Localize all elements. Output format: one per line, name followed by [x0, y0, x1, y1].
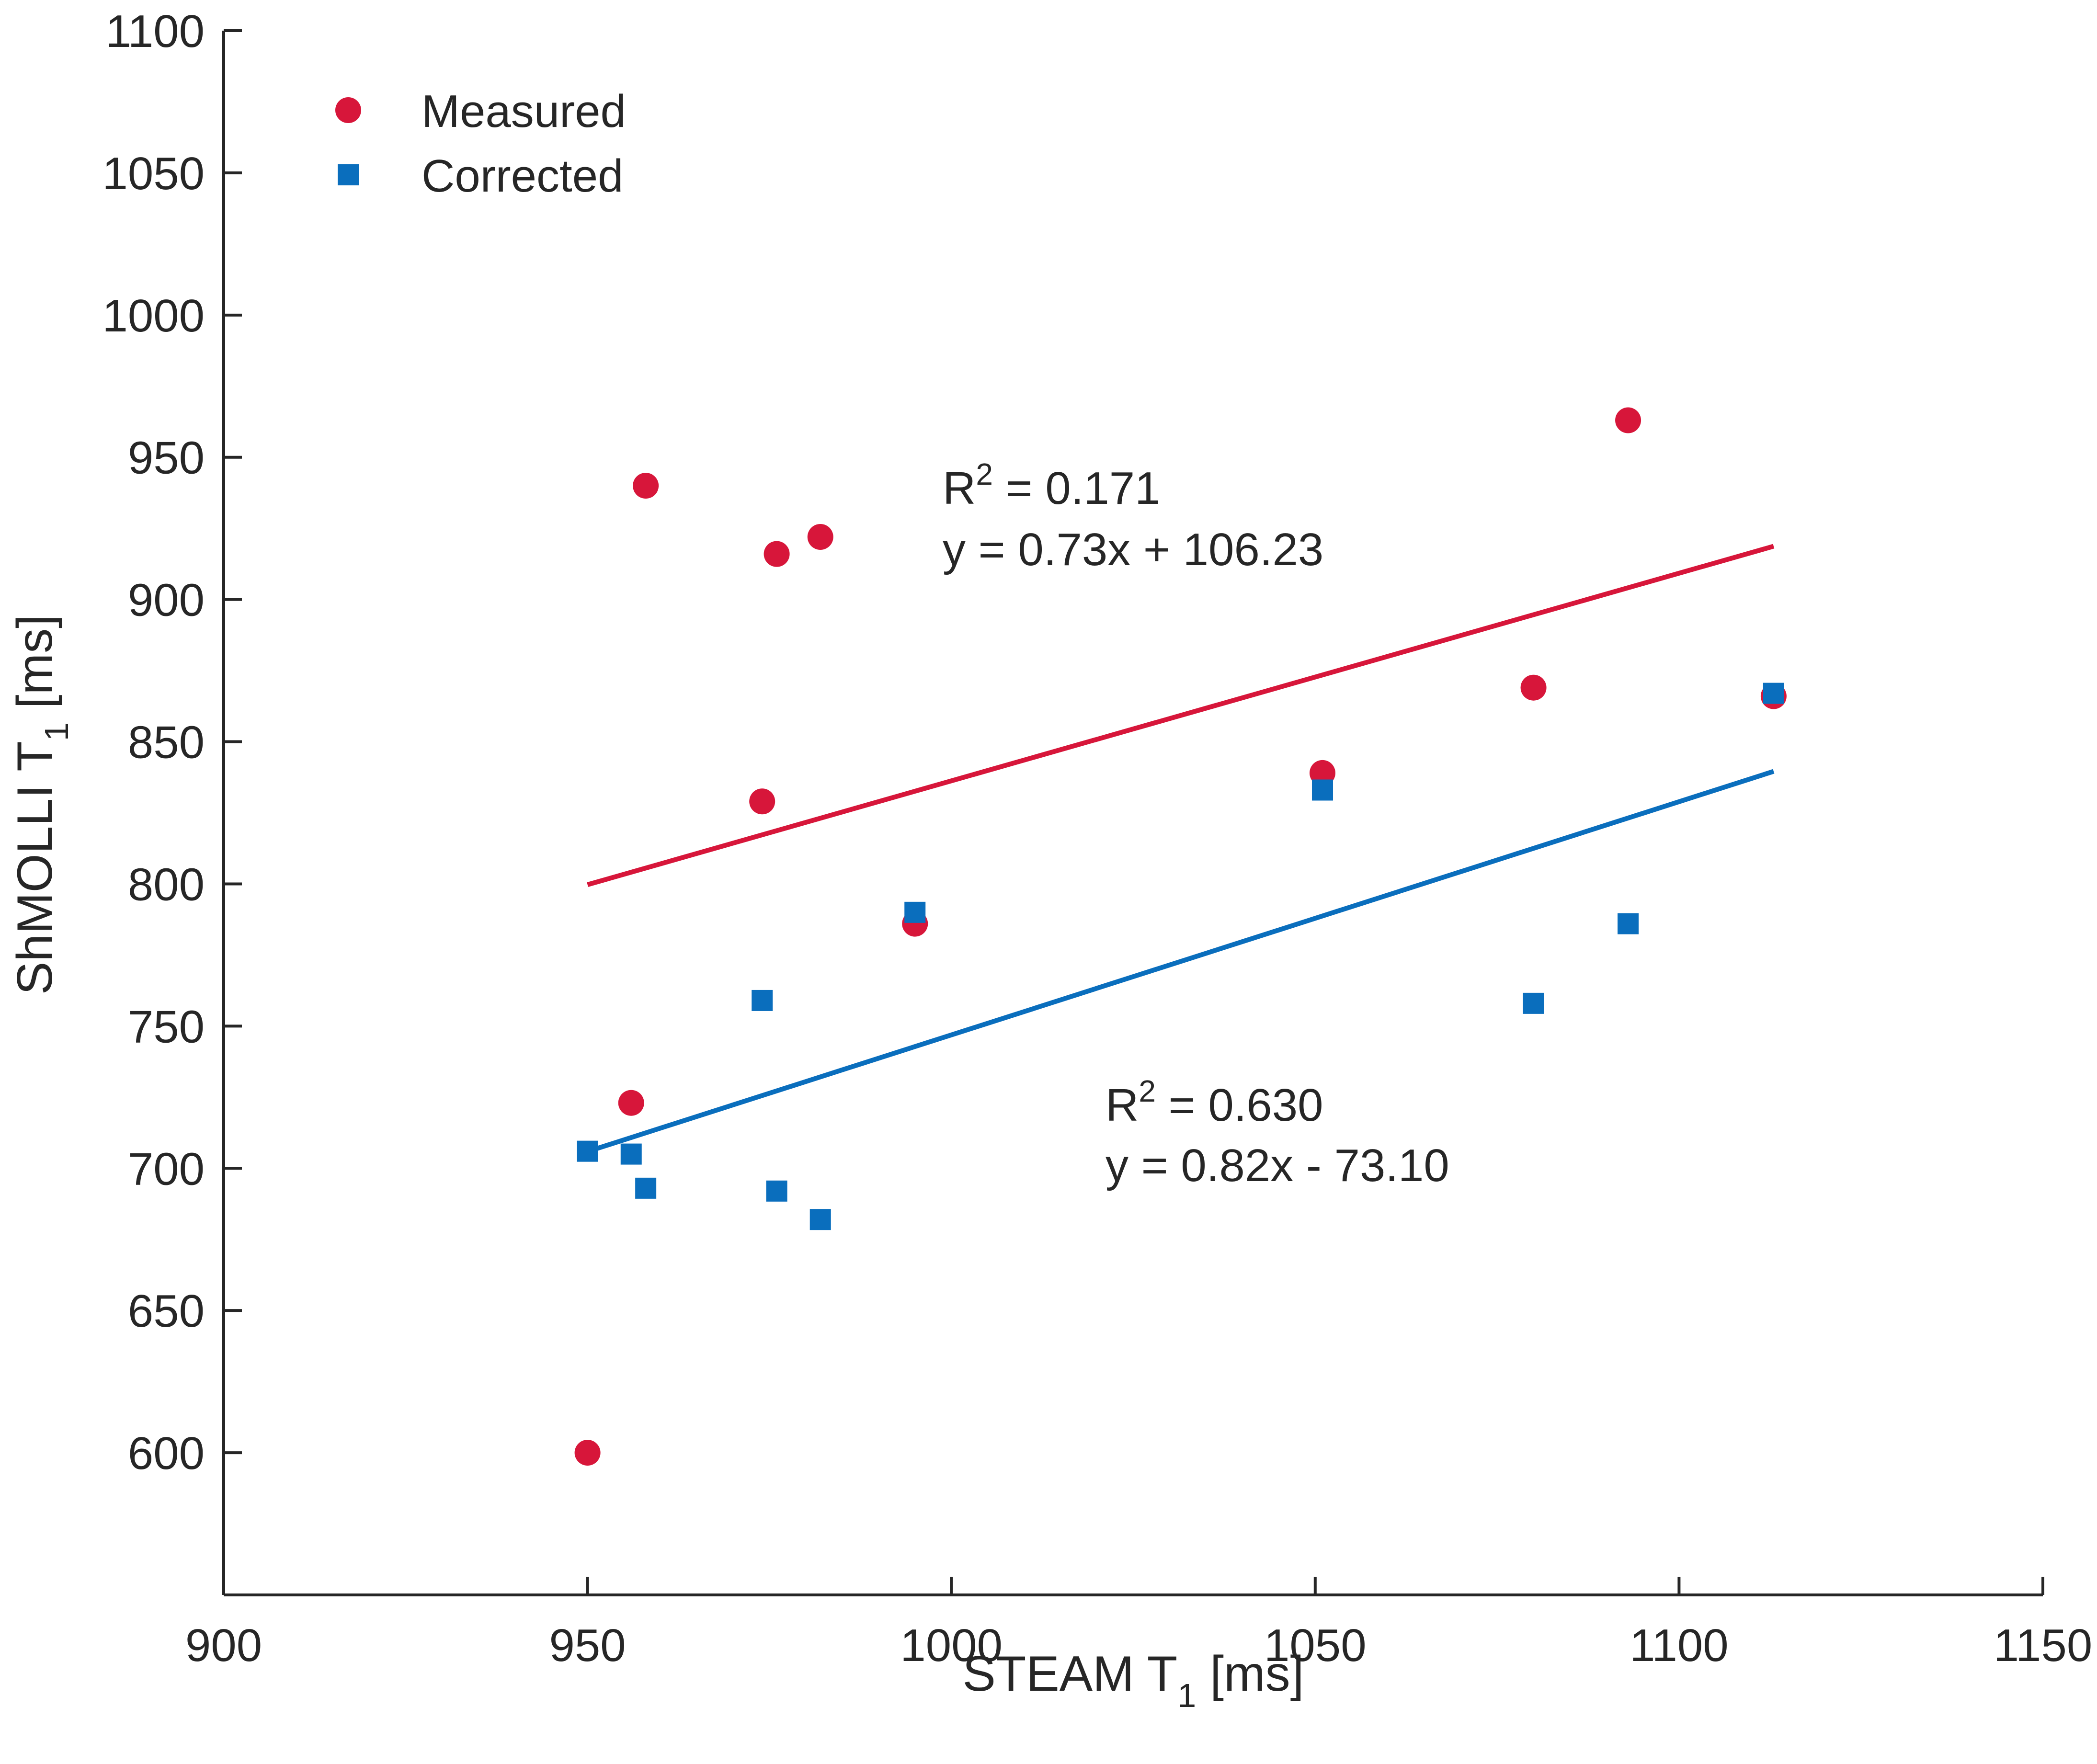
measured-point	[807, 524, 833, 550]
measured-point	[574, 1440, 601, 1466]
measured-point	[1615, 407, 1641, 433]
corrected-r2-text: R2 = 0.630	[1105, 1074, 1323, 1131]
corrected-point	[904, 901, 926, 923]
measured-r2-label: R	[943, 463, 976, 514]
y-tick-label: 900	[128, 575, 205, 626]
corrected-point	[635, 1177, 657, 1199]
corrected-point	[809, 1209, 831, 1230]
x-axis-title-unit: [ms]	[1196, 1646, 1304, 1702]
measured-r2-superscript: 2	[976, 457, 993, 491]
y-tick-label: 1000	[102, 290, 205, 341]
x-tick-label: 900	[185, 1620, 262, 1671]
measured-point	[633, 473, 659, 499]
y-axis-title: ShMOLLI T1 [ms]	[7, 615, 75, 995]
y-tick-label: 800	[128, 859, 205, 910]
measured-point	[1309, 760, 1335, 786]
y-tick-label: 850	[128, 717, 205, 768]
corrected-r2-label: R	[1105, 1080, 1139, 1131]
corrected-point	[1311, 779, 1333, 801]
fit-lines	[587, 544, 1775, 1154]
y-axis-title-main: ShMOLLI T	[7, 741, 63, 995]
measured-equation: y = 0.73x + 106.23	[943, 524, 1323, 575]
corrected-point	[766, 1180, 787, 1202]
corrected-r2-value: = 0.630	[1156, 1080, 1323, 1131]
measured-r2-value: = 0.171	[993, 463, 1161, 514]
y-axis-title-subscript: 1	[38, 722, 75, 741]
x-tick-label: 1000	[900, 1620, 1003, 1671]
corrected-point	[1763, 683, 1784, 704]
corrected-point	[752, 990, 773, 1011]
corrected-point	[577, 1140, 598, 1162]
x-axis-title-main: STEAM T	[962, 1646, 1177, 1702]
measured-annotation: R2 = 0.171 y = 0.73x + 106.23	[943, 457, 1323, 575]
axes: 900 950 1000 1050 1100 1150 600 650 700 750 800 850…	[102, 6, 2092, 1671]
corrected-point	[1618, 913, 1639, 934]
corrected-equation: y = 0.82x - 73.10	[1105, 1140, 1449, 1191]
measured-point	[764, 541, 790, 567]
data-markers	[574, 407, 1787, 1466]
corrected-point	[1523, 992, 1544, 1014]
measured-point	[618, 1090, 644, 1116]
y-tick-label: 700	[128, 1143, 205, 1195]
measured-fit-line	[587, 544, 1775, 887]
corrected-point	[620, 1143, 642, 1165]
y-tick-label: 750	[128, 1001, 205, 1052]
legend-corrected-label: Corrected	[422, 150, 624, 202]
legend-measured-label: Measured	[422, 86, 626, 137]
y-tick-label: 650	[128, 1286, 205, 1337]
x-tick-label: 1050	[1264, 1620, 1367, 1671]
legend: Measured Corrected	[335, 86, 626, 202]
y-tick-label: 1100	[106, 6, 205, 57]
measured-r2-text: R2 = 0.171	[943, 457, 1161, 514]
x-tick-label: 1150	[1994, 1620, 2092, 1671]
x-axis-title: STEAM T1 [ms]	[962, 1646, 1304, 1714]
x-tick-label: 950	[549, 1620, 626, 1671]
measured-point	[1520, 674, 1547, 701]
x-tick-label: 1100	[1630, 1620, 1728, 1671]
corrected-annotation: R2 = 0.630 y = 0.82x - 73.10	[1105, 1074, 1449, 1191]
y-tick-label: 1050	[102, 148, 205, 199]
y-tick-label: 950	[128, 432, 205, 484]
y-tick-label: 600	[128, 1428, 205, 1479]
y-axis-title-unit: [ms]	[7, 615, 63, 722]
legend-corrected-marker	[338, 164, 359, 185]
legend-measured-marker	[335, 97, 361, 123]
measured-point	[749, 788, 775, 815]
corrected-fit-line	[587, 769, 1775, 1154]
x-axis-title-subscript: 1	[1177, 1677, 1196, 1714]
corrected-r2-superscript: 2	[1139, 1074, 1156, 1108]
